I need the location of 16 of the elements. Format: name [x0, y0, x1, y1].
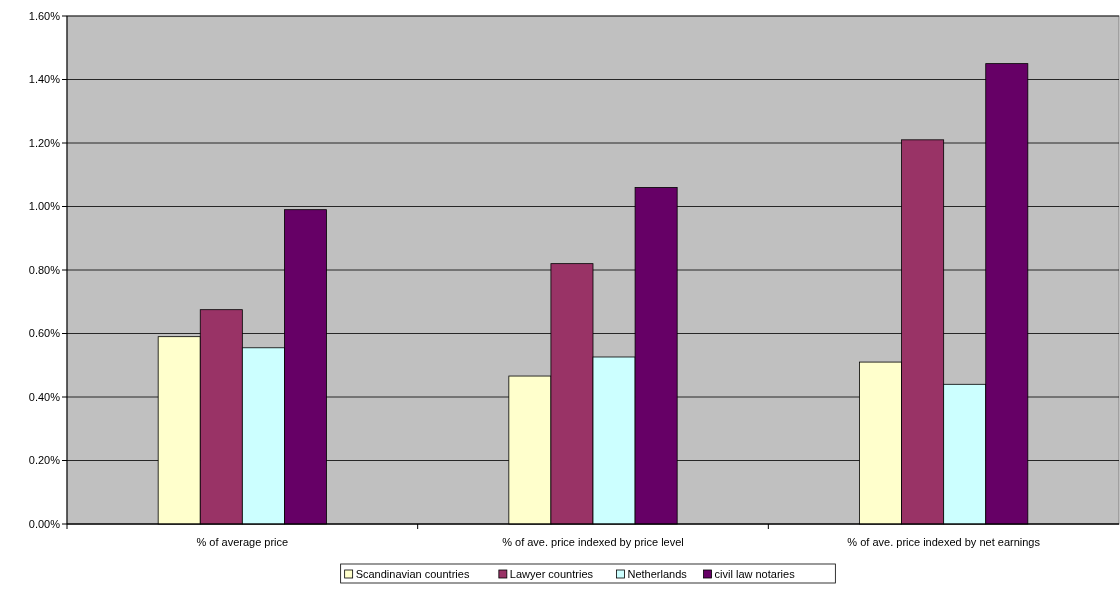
y-tick-label: 1.00%	[28, 200, 61, 213]
y-tick-label: 1.20%	[28, 136, 61, 149]
legend-label: Netherlands	[627, 567, 688, 580]
y-tick-label: 1.60%	[28, 9, 61, 22]
y-tick-label: 0.00%	[28, 517, 61, 530]
x-tick-label: % of ave. price indexed by price level	[502, 536, 684, 548]
legend-label: Lawyer countries	[509, 567, 594, 580]
legend-label: civil law notaries	[714, 567, 796, 580]
y-tick-label: 0.40%	[28, 390, 61, 403]
x-tick-label: % of average price	[196, 536, 289, 548]
y-tick-label: 0.60%	[28, 327, 61, 340]
y-tick-label: 1.40%	[28, 73, 61, 86]
legend-label: Scandinavian countries	[355, 567, 470, 580]
y-tick-label: 0.80%	[28, 263, 61, 276]
y-tick-label: 0.20%	[28, 454, 61, 467]
x-tick-label: % of ave. price indexed by net earnings	[847, 536, 1041, 548]
